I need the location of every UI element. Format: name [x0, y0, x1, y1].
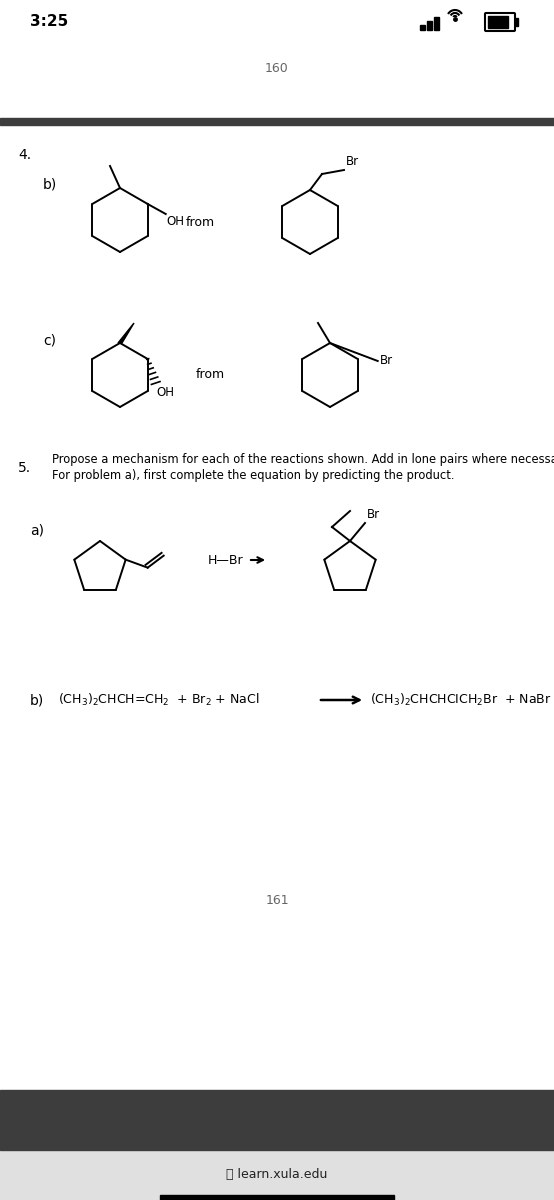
Bar: [515, 18, 518, 26]
Text: Br: Br: [379, 354, 393, 367]
Text: 4.: 4.: [18, 148, 31, 162]
Bar: [488, 16, 508, 28]
FancyBboxPatch shape: [485, 13, 515, 31]
Bar: [420, 25, 425, 30]
Bar: [427, 20, 432, 30]
Bar: [0, 118, 554, 125]
Text: OH: OH: [167, 215, 184, 228]
Polygon shape: [118, 323, 134, 343]
Text: from: from: [186, 216, 214, 228]
Text: Propose a mechanism for each of the reactions shown. Add in lone pairs where nec: Propose a mechanism for each of the reac…: [52, 454, 554, 467]
Text: a): a): [30, 523, 44, 538]
Text: Br: Br: [346, 155, 359, 168]
Text: (CH$_3$)$_2$CHCHCICH$_2$Br  + NaBr: (CH$_3$)$_2$CHCHCICH$_2$Br + NaBr: [370, 692, 552, 708]
Text: H—Br: H—Br: [208, 553, 244, 566]
Bar: [0, 1150, 554, 1200]
Text: 🔒 learn.xula.edu: 🔒 learn.xula.edu: [227, 1169, 327, 1182]
Text: For problem a), first complete the equation by predicting the product.: For problem a), first complete the equat…: [52, 469, 454, 482]
Text: b): b): [30, 692, 44, 707]
Bar: [434, 17, 439, 30]
Bar: [160, 1195, 394, 1200]
Text: OH: OH: [157, 386, 175, 398]
Text: 3:25: 3:25: [30, 14, 68, 30]
Text: b): b): [43, 178, 57, 192]
Text: 5.: 5.: [18, 461, 31, 475]
Bar: [0, 1090, 554, 1150]
Text: Br: Br: [367, 508, 380, 521]
Text: (CH$_3$)$_2$CHCH=CH$_2$  + Br$_2$ + NaCl: (CH$_3$)$_2$CHCH=CH$_2$ + Br$_2$ + NaCl: [58, 692, 259, 708]
Text: 161: 161: [265, 894, 289, 906]
Text: 160: 160: [265, 61, 289, 74]
Text: c): c): [43, 332, 56, 347]
Text: from: from: [196, 368, 224, 382]
